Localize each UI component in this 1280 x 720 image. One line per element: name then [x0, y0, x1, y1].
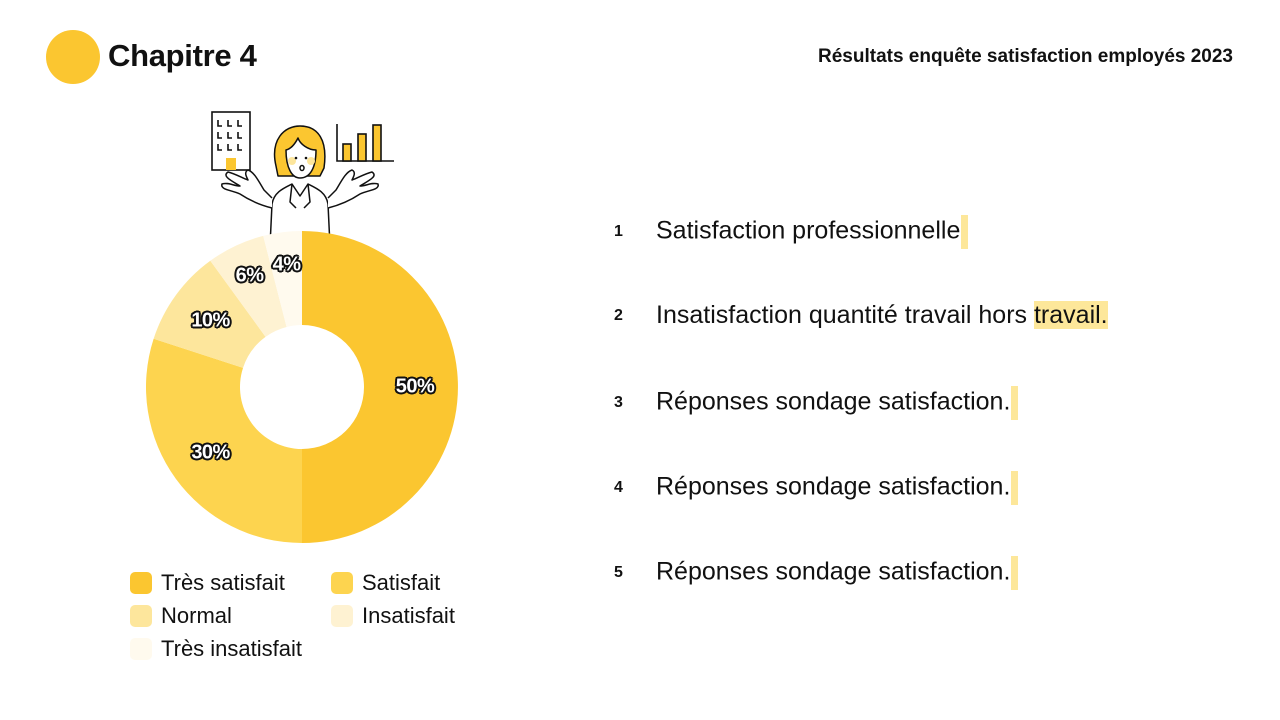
list-text-content: Réponses sondage satisfaction. — [656, 387, 1011, 416]
donut-slice-normal — [153, 260, 266, 368]
slice-label: 4% — [272, 253, 301, 276]
legend-item-normal: Normal — [130, 603, 232, 629]
list-text[interactable]: Réponses sondage satisfaction. — [656, 386, 1019, 420]
text-cursor-highlight — [961, 215, 969, 249]
list-number: 5 — [614, 564, 623, 581]
legend-label: Très insatisfait — [161, 636, 303, 661]
legend-item-tres-satisfait: Très satisfait — [130, 570, 285, 596]
list-item: 5 Réponses sondage satisfaction. — [614, 556, 1019, 590]
person-shrugging-icon — [221, 125, 379, 246]
building-icon — [211, 111, 251, 171]
donut-slice-très-insatisfait — [263, 231, 302, 327]
chapter-dot-icon — [46, 30, 100, 84]
legend-label: Normal — [161, 603, 232, 628]
list-text[interactable]: Réponses sondage satisfaction. — [656, 471, 1019, 505]
legend-item-tres-insatisfait: Très insatisfait — [130, 636, 302, 662]
legend-swatch — [130, 605, 152, 627]
list-item: 4 Réponses sondage satisfaction. — [614, 471, 1019, 505]
text-cursor-highlight — [1011, 471, 1019, 505]
donut-slice-satisfait — [146, 338, 302, 543]
legend-swatch — [331, 605, 353, 627]
legend-swatch — [130, 638, 152, 660]
slice-label: 30% — [191, 441, 230, 464]
text-cursor-highlight — [1011, 556, 1019, 590]
donut-chart — [146, 231, 458, 543]
legend-swatch — [331, 572, 353, 594]
legend-item-insatisfait: Insatisfait — [331, 603, 455, 629]
highlighted-text: travail. — [1033, 301, 1108, 329]
list-number: 4 — [614, 479, 623, 496]
list-item: 1 Satisfaction professionnelle — [614, 215, 969, 249]
slice-label: 10% — [191, 309, 230, 332]
list-item: 3 Réponses sondage satisfaction. — [614, 386, 1019, 420]
list-number: 2 — [614, 306, 623, 324]
list-text-content: Réponses sondage satisfaction. — [656, 557, 1011, 586]
list-text[interactable]: Réponses sondage satisfaction. — [656, 556, 1019, 590]
donut-slice-insatisfait — [210, 235, 287, 337]
list-item: 2 Insatisfaction quantité travail hors t… — [614, 301, 1108, 330]
list-text-content: Réponses sondage satisfaction. — [656, 472, 1011, 501]
list-text[interactable]: Satisfaction professionnelle — [656, 215, 969, 249]
list-text-content: Satisfaction professionnelle — [656, 216, 961, 245]
legend-item-satisfait: Satisfait — [331, 570, 440, 596]
legend-label: Satisfait — [362, 570, 441, 595]
bar-chart-icon — [336, 124, 394, 162]
legend-swatch — [130, 572, 152, 594]
legend-label: Insatisfait — [362, 603, 455, 628]
list-number: 3 — [614, 394, 623, 411]
list-number: 1 — [614, 223, 623, 240]
list-text[interactable]: Insatisfaction quantité travail hors tra… — [656, 301, 1108, 330]
chapter-title: Chapitre 4 — [108, 38, 257, 73]
legend-label: Très satisfait — [161, 570, 285, 595]
illustration — [211, 111, 394, 246]
slice-label: 6% — [235, 264, 264, 287]
report-title: Résultats enquête satisfaction employés … — [818, 46, 1233, 67]
donut-slice-très-satisfait — [302, 231, 458, 543]
text-cursor-highlight — [1011, 386, 1019, 420]
list-text-content: Insatisfaction quantité travail hors — [656, 301, 1034, 329]
slice-label: 50% — [395, 375, 435, 398]
